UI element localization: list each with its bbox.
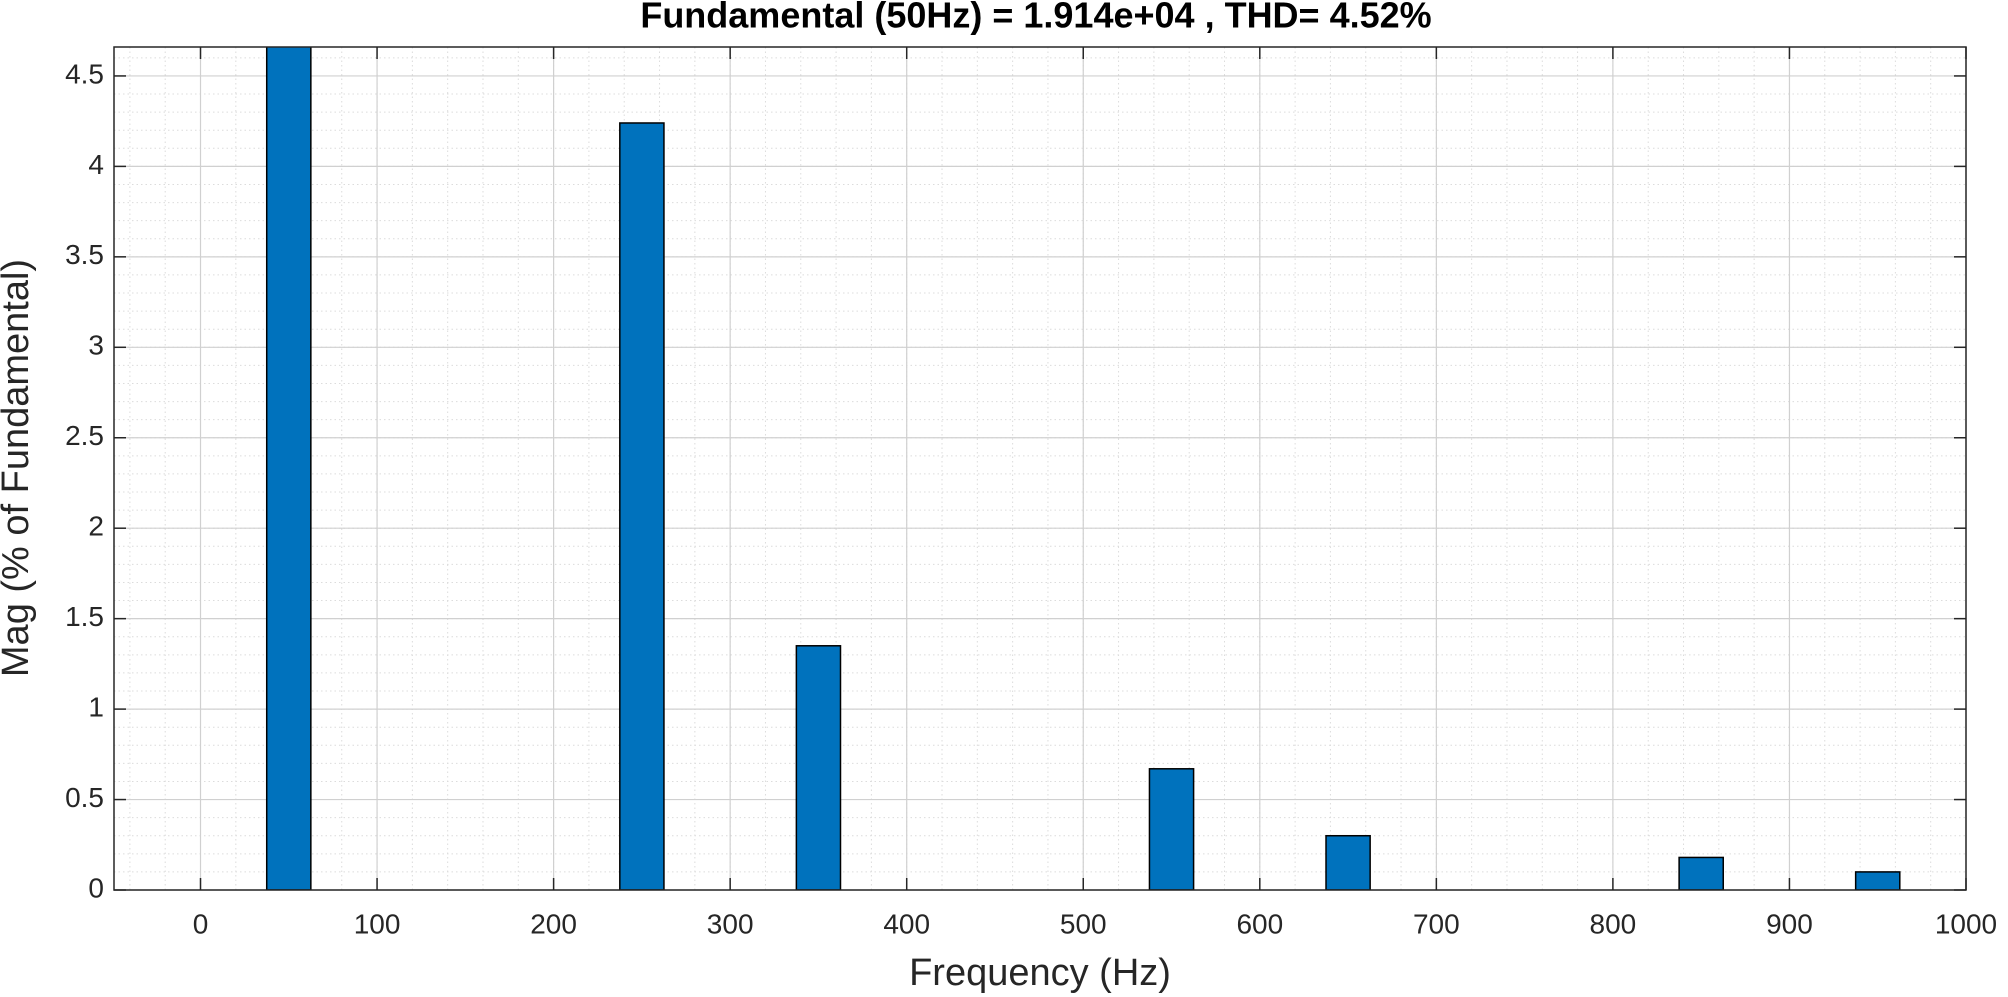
x-tick-label: 0 bbox=[193, 908, 209, 939]
y-tick-label: 2.5 bbox=[65, 420, 104, 451]
bar bbox=[1325, 834, 1371, 890]
x-tick-label: 200 bbox=[530, 908, 577, 939]
bar bbox=[265, 47, 312, 890]
x-axis-label: Frequency (Hz) bbox=[909, 952, 1171, 994]
bars bbox=[265, 47, 1901, 890]
x-tick-label: 700 bbox=[1413, 908, 1460, 939]
bar bbox=[795, 645, 842, 890]
x-tick-label: 300 bbox=[707, 908, 754, 939]
x-tick-label: 600 bbox=[1236, 908, 1283, 939]
y-tick-label: 3.5 bbox=[65, 239, 104, 270]
x-tick-label: 1000 bbox=[1935, 908, 1997, 939]
plot-area bbox=[114, 47, 1966, 890]
y-tick-label: 3 bbox=[88, 330, 104, 361]
plot-frame bbox=[113, 46, 1967, 891]
y-tick-label: 1.5 bbox=[65, 601, 104, 632]
x-tick-label: 400 bbox=[883, 908, 930, 939]
ticks: 0 100 200 300 400 500 600 700 800 900 1000 0 0.5 1 1.5… bbox=[65, 47, 1997, 939]
x-tick-label: 900 bbox=[1766, 908, 1813, 939]
chart-title: Fundamental (50Hz) = 1.914e+04 , THD= 4.… bbox=[640, 0, 1431, 36]
x-tick-label: 500 bbox=[1060, 908, 1107, 939]
y-tick-label: 4.5 bbox=[65, 58, 104, 89]
bar bbox=[1854, 871, 1901, 890]
bar bbox=[1678, 856, 1724, 890]
y-tick-label: 2 bbox=[88, 511, 104, 542]
bar bbox=[1148, 768, 1195, 890]
bar bbox=[619, 122, 665, 890]
x-tick-label: 100 bbox=[354, 908, 401, 939]
y-tick-label: 0.5 bbox=[65, 782, 104, 813]
y-axis-label: Mag (% of Fundamental) bbox=[0, 259, 37, 677]
x-tick-label: 800 bbox=[1590, 908, 1637, 939]
y-tick-label: 4 bbox=[88, 149, 104, 180]
y-tick-label: 0 bbox=[88, 872, 104, 903]
y-tick-label: 1 bbox=[88, 691, 104, 722]
